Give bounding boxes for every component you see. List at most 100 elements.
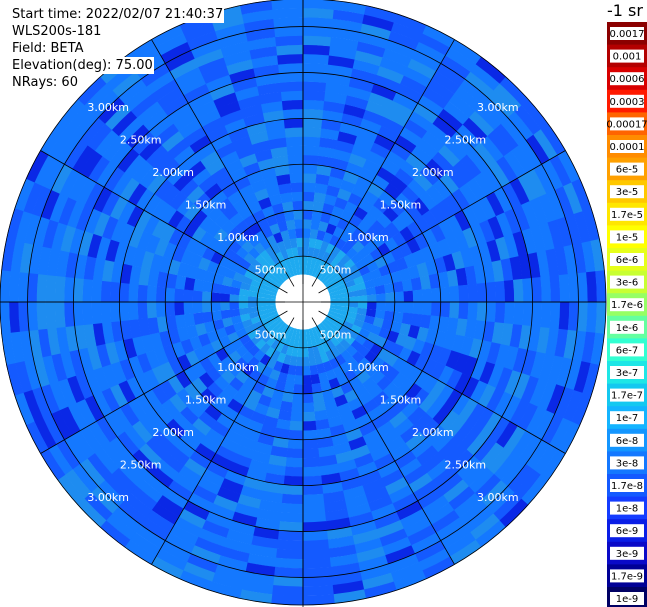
ppi-cell [317, 259, 327, 271]
ppi-cell [124, 492, 152, 518]
ppi-cell [468, 110, 495, 137]
ppi-cell [143, 108, 169, 132]
ppi-cell [192, 100, 218, 120]
ppi-cell [279, 400, 293, 412]
ppi-cell [362, 377, 377, 392]
ppi-cell [257, 287, 269, 295]
ppi-cell [158, 330, 173, 348]
ppi-cell [100, 301, 112, 324]
ppi-cell [449, 539, 482, 565]
ppi-cell [118, 117, 144, 143]
ppi-cell [304, 274, 309, 285]
ppi-cell [124, 539, 157, 565]
ppi-cell [367, 182, 385, 199]
ppi-cell [139, 166, 160, 189]
ppi-cell [340, 242, 353, 255]
ppi-cell [406, 350, 421, 367]
ppi-cell [337, 264, 348, 276]
ppi-cell [235, 328, 248, 339]
ppi-cell [512, 347, 528, 374]
ppi-cell [187, 30, 219, 51]
ppi-cell [339, 302, 350, 307]
ppi-cell [384, 221, 400, 238]
ppi-cell [325, 280, 336, 289]
ppi-cell [487, 364, 505, 389]
ppi-cell [288, 429, 303, 441]
ppi-cell [302, 438, 319, 450]
ppi-cell [186, 185, 205, 204]
ppi-cell [401, 312, 413, 326]
ppi-cell [60, 351, 76, 379]
ppi-cell [297, 274, 302, 285]
ppi-cell [274, 557, 303, 569]
ppi-cell [51, 163, 73, 194]
colorbar-label-bg [610, 479, 644, 492]
ppi-cell [282, 314, 291, 323]
ppi-cell [33, 356, 50, 388]
ppi-cell [109, 281, 121, 302]
ppi-cell [201, 468, 225, 487]
ppi-cell [278, 72, 304, 83]
ppi-cell [466, 177, 487, 202]
ppi-cell [381, 468, 405, 487]
ppi-cell [316, 229, 326, 241]
ppi-cell [310, 305, 321, 312]
ppi-cell [248, 344, 260, 357]
ppi-cell [432, 404, 452, 426]
ppi-cell [243, 192, 259, 207]
ppi-cell [366, 294, 377, 303]
ppi-cell [302, 475, 323, 486]
ppi-cell [213, 92, 239, 110]
ppi-cell [440, 524, 471, 550]
ppi-cell [214, 563, 246, 581]
ppi-cell [227, 331, 240, 344]
ppi-cell [111, 171, 133, 197]
ppi-cell [418, 393, 437, 414]
ppi-cell [66, 200, 86, 229]
ppi-cell [178, 118, 203, 139]
ppi-cell [382, 206, 399, 223]
ppi-cell [351, 184, 368, 199]
ppi-cell [66, 375, 85, 403]
ppi-cell [370, 369, 386, 385]
ppi-cell [254, 338, 267, 350]
ppi-cell [238, 288, 250, 297]
azimuth-spoke [151, 39, 295, 287]
ppi-cell [358, 265, 371, 276]
ppi-cell [282, 484, 303, 496]
ppi-cell [416, 138, 439, 159]
ring-label: 2.50km [445, 458, 487, 471]
ppi-cell [226, 59, 254, 75]
ppi-cell [289, 288, 297, 296]
ppi-cell [270, 280, 281, 289]
ppi-cell [436, 384, 455, 406]
ppi-cell [520, 375, 540, 404]
ppi-cell [278, 521, 303, 532]
ppi-cell [254, 148, 273, 163]
ppi-cell [179, 178, 199, 198]
ppi-cell [14, 392, 35, 426]
ring-label: 2.50km [120, 134, 162, 147]
ring-label: 2.50km [120, 458, 162, 471]
ppi-cell [346, 86, 372, 102]
ppi-cell [334, 196, 349, 210]
ppi-cell [359, 469, 382, 486]
ppi-cell [138, 267, 151, 286]
ppi-cell [167, 375, 185, 394]
ppi-cell [453, 493, 482, 518]
ppi-cell [302, 539, 329, 551]
ppi-cell [306, 284, 313, 295]
ppi-cell [468, 467, 495, 494]
ppi-cell [239, 334, 252, 346]
ppi-cell [261, 260, 273, 272]
ppi-cell [378, 228, 393, 243]
ppi-cell [110, 219, 128, 243]
ppi-cell [201, 291, 212, 302]
ppi-cell [436, 199, 455, 220]
ppi-cell [160, 223, 176, 243]
ppi-cell [302, 393, 314, 404]
ppi-cell [501, 395, 522, 422]
ppi-cell [302, 384, 313, 395]
ppi-cell [273, 17, 304, 29]
